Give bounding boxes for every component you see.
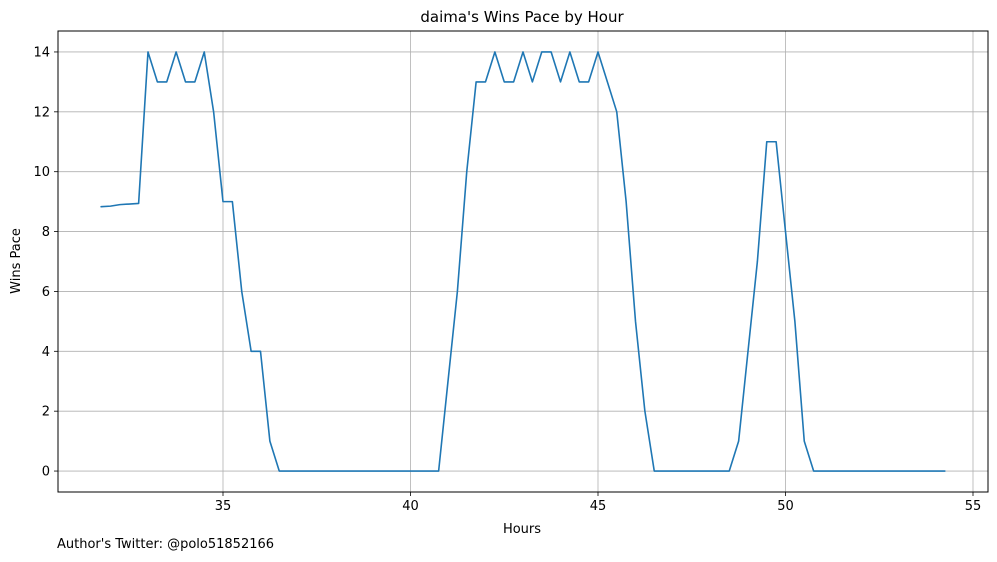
- gridlines: [58, 31, 988, 492]
- author-footnote: Author's Twitter: @polo51852166: [57, 537, 275, 552]
- y-axis-label: Wins Pace: [9, 228, 24, 294]
- x-tick-label: 45: [590, 499, 607, 514]
- y-tick-label: 10: [33, 165, 50, 180]
- x-tick-label: 35: [215, 499, 232, 514]
- x-axis-ticks: 35 40 45 50 55: [215, 492, 982, 514]
- y-tick-label: 6: [42, 285, 50, 300]
- x-tick-label: 50: [777, 499, 794, 514]
- y-axis-ticks: 0 2 4 6 8 10 12 14: [33, 45, 58, 480]
- y-tick-label: 8: [42, 225, 50, 240]
- y-tick-label: 4: [42, 345, 50, 360]
- y-tick-label: 0: [42, 465, 50, 480]
- chart-title: daima's Wins Pace by Hour: [420, 8, 624, 26]
- series-layer: [100, 51, 946, 472]
- x-tick-label: 55: [965, 499, 982, 514]
- x-tick-label: 40: [402, 499, 419, 514]
- y-tick-label: 12: [33, 105, 50, 120]
- series-line: [100, 51, 946, 472]
- y-tick-label: 2: [42, 405, 50, 420]
- plot-frame: [57, 30, 989, 493]
- y-tick-label: 14: [33, 45, 50, 60]
- x-axis-label: Hours: [503, 522, 541, 537]
